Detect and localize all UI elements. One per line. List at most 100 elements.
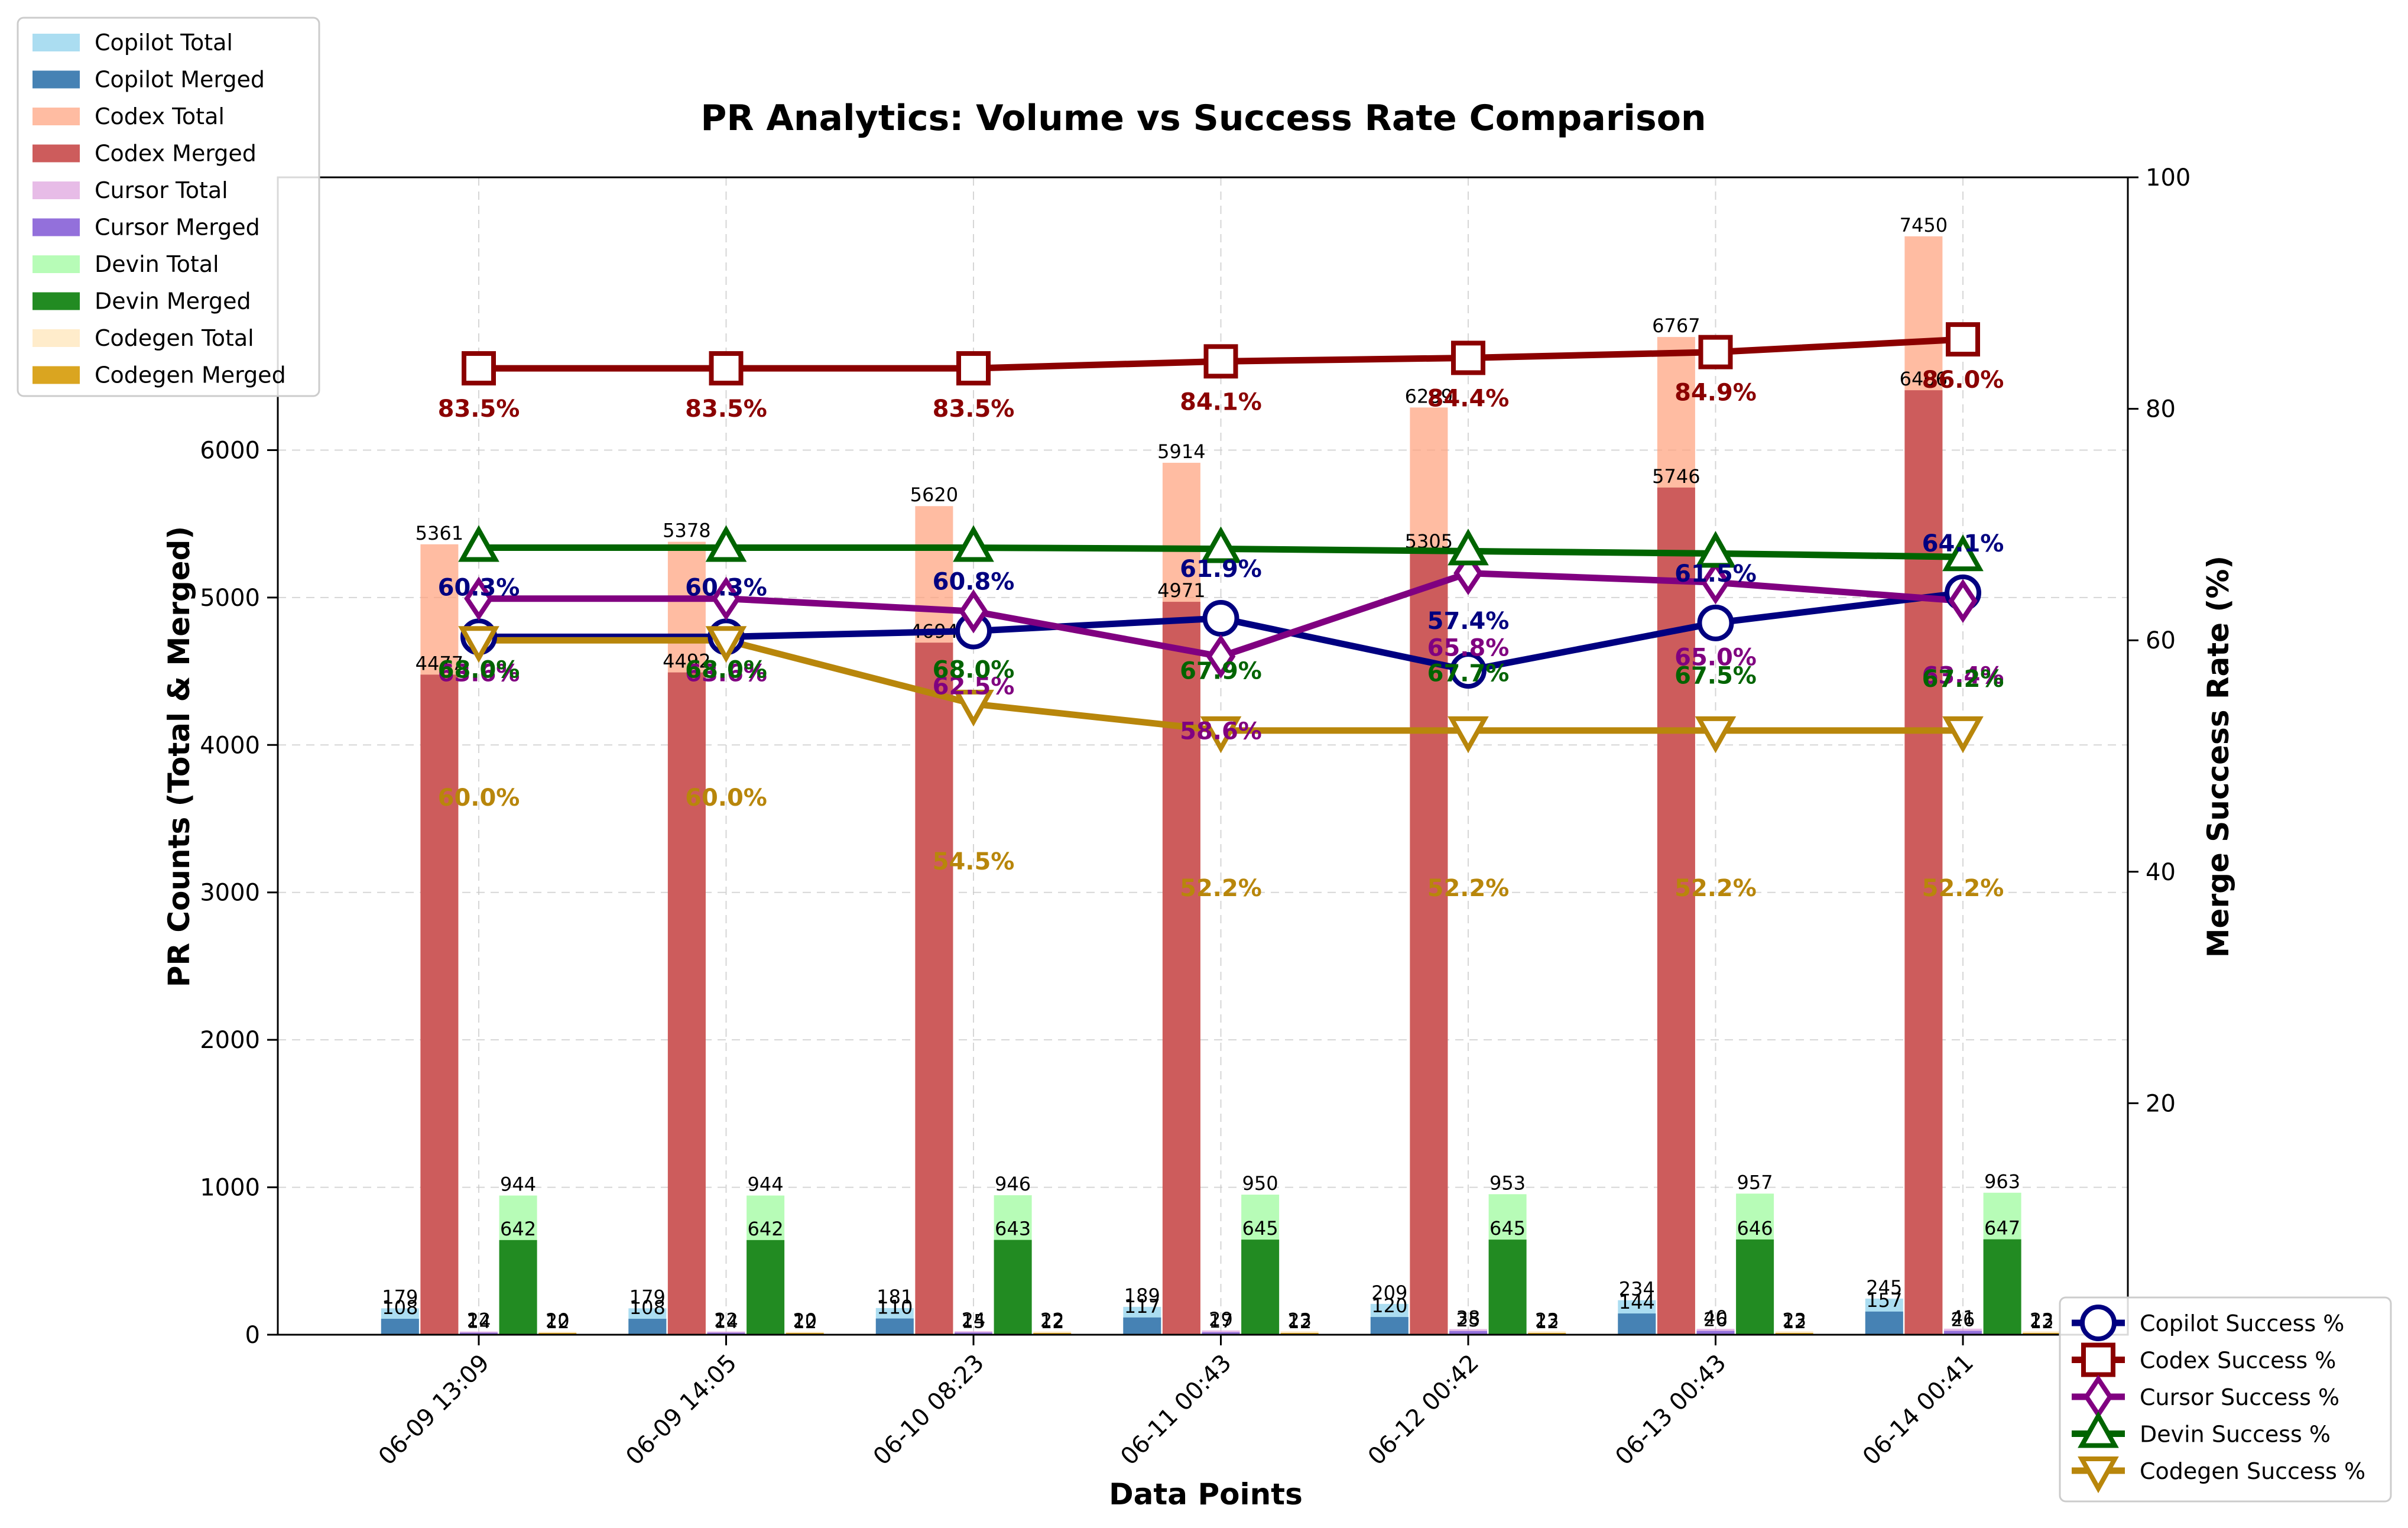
bar-devin-merged <box>994 1240 1032 1335</box>
legend-entry: Codex Total <box>95 103 225 129</box>
bar-cursor-merged <box>1944 1331 1982 1335</box>
bar-value-label: 5378 <box>663 520 710 542</box>
bar-cursor-merged <box>1696 1331 1735 1335</box>
x-tick-label: 06-12 00:42 <box>1363 1349 1484 1471</box>
bar-value-label: 117 <box>1124 1295 1160 1318</box>
legend-entry: Codex Success % <box>2140 1348 2336 1374</box>
y2-tick-label: 40 <box>2146 859 2176 886</box>
bar-value-label: 24 <box>962 1309 986 1331</box>
y2-tick-label: 100 <box>2146 164 2190 192</box>
line-legend-frame <box>2059 1296 2392 1503</box>
marker-codegen-success <box>953 689 994 727</box>
bar-value-label: 23 <box>1535 1309 1559 1331</box>
bar-copilot-merged <box>875 1318 914 1335</box>
success-rate-label: 52.2% <box>1674 875 1757 902</box>
bar-value-label: 12 <box>1287 1310 1312 1333</box>
bar-value-label: 17 <box>1209 1310 1233 1332</box>
bar-value-label: 5361 <box>416 522 463 544</box>
legend-entry: Cursor Merged <box>95 215 260 241</box>
bar-value-label: 6406 <box>1900 368 1948 390</box>
bar-value-label: 41 <box>1951 1306 1975 1329</box>
bar-value-label: 6289 <box>1405 385 1453 407</box>
bar-value-label: 25 <box>1456 1309 1481 1331</box>
success-rate-label: 65.0% <box>1674 644 1757 671</box>
marker-codex-success <box>1946 322 1980 357</box>
marker-devin-success <box>953 525 994 562</box>
y2-axis-label: Merge Success Rate (%) <box>2201 556 2235 958</box>
y-tick-label: 2000 <box>200 1027 260 1054</box>
bar-value-label: 4971 <box>1157 579 1205 602</box>
marker-copilot-success <box>1697 604 1734 641</box>
bar-devin-merged <box>1241 1240 1280 1335</box>
bar-value-label: 12 <box>793 1310 817 1333</box>
marker-devin-success <box>458 525 499 562</box>
bar-value-label: 245 <box>1866 1276 1902 1299</box>
bar-cursor-merged <box>955 1332 992 1335</box>
bar-codex-merged <box>667 672 706 1335</box>
success-rate-label: 52.2% <box>1427 875 1510 902</box>
legend-swatch <box>33 255 80 273</box>
legend-marker <box>2078 1456 2119 1494</box>
success-rate-label: 67.9% <box>1180 658 1262 685</box>
success-rate-label: 68.0% <box>685 657 767 684</box>
bar-value-label: 108 <box>629 1296 666 1319</box>
bar-value-label: 957 <box>1737 1171 1773 1193</box>
legend-swatch <box>33 292 80 310</box>
bar-value-label: 5620 <box>910 484 958 506</box>
bar-copilot-merged <box>628 1319 667 1335</box>
bar-value-label: 647 <box>1984 1217 2020 1240</box>
success-rate-label: 84.9% <box>1674 379 1757 407</box>
bar-copilot-merged <box>1618 1313 1656 1335</box>
success-rate-label: 83.5% <box>438 395 520 423</box>
bar-value-label: 12 <box>1782 1310 1806 1333</box>
success-rate-label: 60.0% <box>685 784 767 812</box>
bar-value-label: 110 <box>877 1296 913 1319</box>
marker-devin-success <box>1942 534 1984 572</box>
bar-value-label: 29 <box>1209 1308 1233 1331</box>
bar-devin-merged <box>1488 1240 1527 1335</box>
bar-value-label: 642 <box>748 1218 784 1240</box>
bar-value-label: 23 <box>1782 1309 1806 1331</box>
bar-value-label: 642 <box>500 1218 536 1240</box>
y-tick-label: 4000 <box>200 732 260 759</box>
legend-swatch <box>33 70 80 89</box>
bar-value-label: 38 <box>1456 1307 1481 1329</box>
marker-devin-success <box>705 525 747 562</box>
bar-value-label: 12 <box>1535 1310 1559 1333</box>
bar-copilot-merged <box>381 1319 419 1335</box>
bar-value-label: 20 <box>793 1309 817 1332</box>
legend-entry: Copilot Merged <box>95 67 265 93</box>
bar-copilot-merged <box>1123 1317 1161 1335</box>
legend-entry: Devin Merged <box>95 288 251 314</box>
bar-value-label: 646 <box>1737 1217 1773 1240</box>
bar-value-label: 209 <box>1371 1282 1407 1304</box>
marker-codex-success <box>462 351 496 386</box>
marker-cursor-success <box>1948 579 1978 623</box>
chart-title: PR Analytics: Volume vs Success Rate Com… <box>700 98 1706 139</box>
success-rate-label: 61.5% <box>1674 560 1757 588</box>
success-rate-label: 84.4% <box>1427 385 1510 412</box>
legend-entry: Copilot Success % <box>2140 1310 2344 1336</box>
success-rate-label: 64.1% <box>1922 530 2004 557</box>
success-rate-label: 52.2% <box>1180 875 1262 902</box>
grid-lines <box>278 177 2128 1335</box>
success-rate-label: 67.2% <box>1922 666 2004 693</box>
bar-codex-merged <box>1904 390 1943 1335</box>
bar-value-label: 15 <box>962 1310 986 1332</box>
bar-value-label: 5746 <box>1652 465 1700 488</box>
x-tick-label: 06-09 13:09 <box>374 1349 495 1471</box>
marker-copilot-success <box>1450 652 1487 689</box>
legend-swatch <box>33 218 80 236</box>
success-rate-label: 65.8% <box>1427 635 1510 662</box>
bar-cursor-merged <box>460 1332 498 1335</box>
success-rate-label: 52.2% <box>1922 875 2004 902</box>
bar-cursor-merged <box>1202 1332 1240 1335</box>
bar-value-label: 22 <box>714 1309 738 1332</box>
success-rate-label: 58.6% <box>1180 718 1262 745</box>
success-rate-label: 86.0% <box>1922 366 2004 394</box>
y-tick-label: 1000 <box>200 1175 260 1202</box>
legend-marker <box>2080 1305 2117 1341</box>
marker-cursor-success <box>464 576 494 621</box>
bar-cursor-merged <box>707 1332 745 1335</box>
